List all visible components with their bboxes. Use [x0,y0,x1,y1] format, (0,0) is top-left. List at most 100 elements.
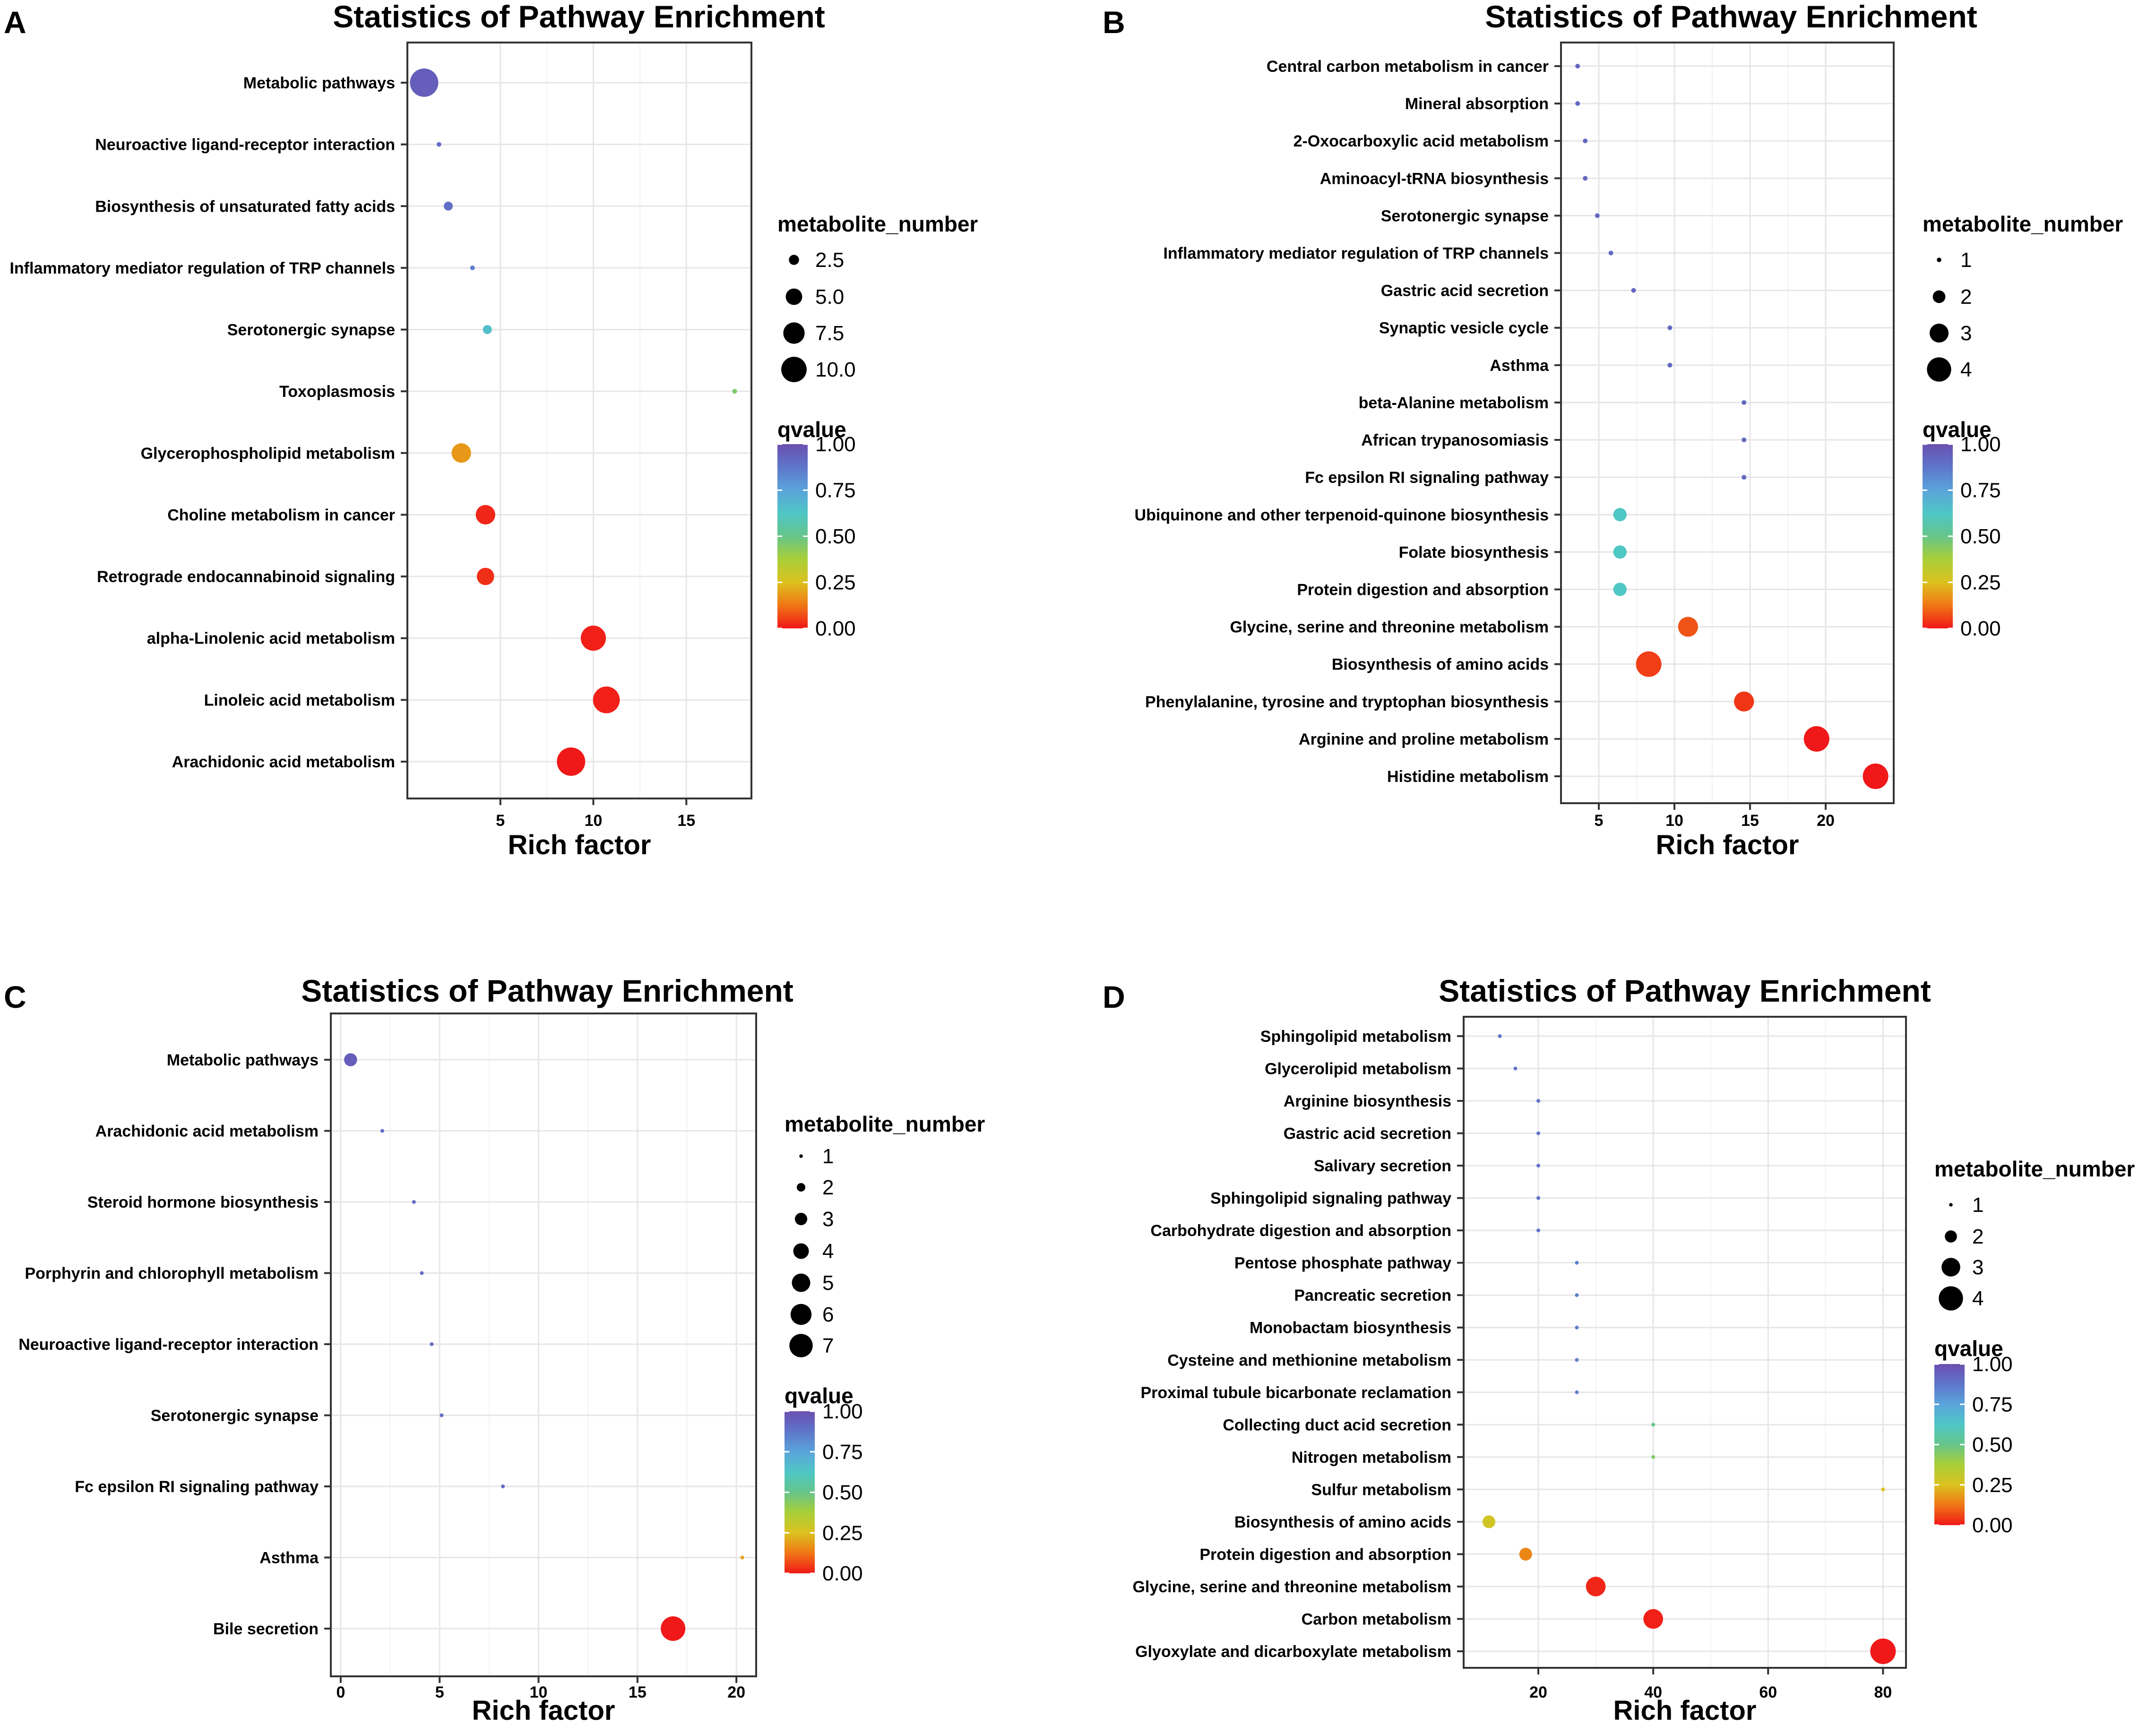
y-tick-label: Neuroactive ligand-receptor interaction [95,136,395,154]
color-legend-label: 1.00 [1960,433,2001,456]
y-tick-label: African trypanosomiasis [1361,431,1549,449]
y-tick-label: Glycine, serine and threonine metabolism [1132,1578,1451,1596]
data-point [1583,176,1588,181]
color-legend-label: 0.25 [822,1521,863,1545]
size-legend-key [793,1243,809,1259]
color-legend-bar [1934,1364,1965,1525]
x-axis-label: Rich factor [508,830,651,860]
size-legend-label: 3 [1960,322,1972,345]
data-point [440,1413,444,1417]
x-tick-label: 15 [677,812,695,830]
chart-title: Statistics of Pathway Enrichment [1485,0,1977,34]
x-tick-label: 15 [1741,812,1759,830]
size-legend-key [789,1334,813,1357]
panel-letter: D [1103,979,1125,1014]
chart-title: Statistics of Pathway Enrichment [333,0,825,34]
y-tick-label: Pancreatic secretion [1294,1287,1451,1304]
y-tick-label: Histidine metabolism [1387,768,1549,786]
data-point [1536,1099,1541,1103]
x-tick-label: 5 [1595,812,1604,830]
y-tick-label: 2-Oxocarboxylic acid metabolism [1294,132,1549,150]
y-tick-label: Sulfur metabolism [1311,1481,1451,1499]
x-axis-label: Rich factor [1613,1695,1757,1723]
color-legend-label: 0.50 [1972,1433,2013,1457]
y-tick-label: alpha-Linolenic acid metabolism [147,630,395,648]
data-point [430,1342,434,1346]
size-legend-label: 3 [822,1208,834,1231]
y-tick-label: Toxoplasmosis [279,383,395,401]
y-tick-label: Carbon metabolism [1302,1610,1451,1628]
y-tick-label: Porphyrin and chlorophyll metabolism [25,1265,319,1283]
y-tick-label: Synaptic vesicle cycle [1379,319,1549,337]
data-point [1870,1639,1896,1664]
color-legend-title: qvalue [1923,417,1992,442]
panel-a: A Statistics of Pathway Enrichment Metabol… [4,0,978,860]
data-point [1575,1261,1579,1265]
panel-b: B Statistics of Pathway Enrichment Central… [1103,0,2123,860]
data-point [475,505,495,525]
x-tick-label: 10 [530,1683,548,1701]
x-tick-label: 0 [336,1683,345,1701]
data-point [1536,1164,1541,1168]
x-tick-label: 40 [1644,1683,1662,1701]
y-tick-label: Collecting duct acid secretion [1223,1416,1451,1434]
plot-background [1464,1017,1906,1668]
size-legend-title: metabolite_number [777,212,978,236]
size-legend-label: 2 [1960,285,1972,309]
x-tick-label: 20 [727,1683,745,1701]
size-legend-label: 1 [1972,1193,1984,1217]
size-legend-label: 5.0 [815,285,844,309]
data-point [1636,651,1662,677]
y-tick-label: Protein digestion and absorption [1297,581,1549,599]
size-legend-key [794,1212,808,1226]
data-point [1498,1034,1502,1038]
panel-letter: B [1103,5,1125,40]
color-legend-label: 0.75 [822,1441,863,1464]
chart-title: Statistics of Pathway Enrichment [301,973,793,1008]
size-legend-label: 2 [1972,1225,1984,1248]
y-tick-label: Choline metabolism in cancer [167,506,395,524]
data-point [1482,1515,1496,1528]
color-legend-label: 0.75 [1960,479,2001,502]
data-point [1613,508,1627,522]
plot-frame [1463,1016,1907,1669]
y-tick-label: Aminoacyl-tRNA biosynthesis [1320,170,1549,188]
data-point [1651,1423,1656,1427]
data-point [444,201,453,211]
data-point [1575,1325,1579,1330]
y-tick-label: Serotonergic synapse [151,1407,319,1425]
color-legend-bar [1923,444,1953,628]
data-point [451,443,471,463]
y-tick-label: Arachidonic acid metabolism [95,1123,319,1141]
y-tick-label: Nitrogen metabolism [1292,1449,1451,1467]
size-legend-key [1932,290,1946,303]
size-legend-label: 2 [822,1176,834,1199]
y-tick-label: Cysteine and methionine metabolism [1167,1351,1451,1369]
color-legend-bar [777,444,808,628]
data-point [1631,288,1636,293]
panel-letter: C [4,979,26,1014]
data-point [1583,138,1588,144]
color-legend-label: 0.00 [1960,617,2001,640]
data-point [420,1271,424,1275]
y-tick-label: Bile secretion [213,1620,319,1638]
size-legend-label: 4 [822,1240,834,1263]
size-legend-title: metabolite_number [1934,1157,2135,1181]
data-point [1803,726,1829,752]
size-legend-key [790,1304,812,1325]
size-legend-label: 7.5 [815,322,844,345]
y-tick-label: beta-Alanine metabolism [1359,394,1549,412]
color-legend-label: 0.50 [1960,525,2001,548]
data-point [483,325,492,335]
data-point [732,389,737,394]
size-legend-key [1949,1203,1953,1207]
y-tick-label: Arachidonic acid metabolism [172,753,395,771]
size-legend-label: 1 [822,1145,834,1168]
size-legend-key [796,1183,806,1192]
plot-frame [1560,42,1895,804]
y-tick-label: Sphingolipid metabolism [1260,1028,1451,1046]
plot-background [1561,43,1894,803]
y-tick-label: Asthma [1490,357,1549,375]
y-tick-label: Central carbon metabolism in cancer [1267,58,1549,76]
data-point [1651,1455,1656,1459]
